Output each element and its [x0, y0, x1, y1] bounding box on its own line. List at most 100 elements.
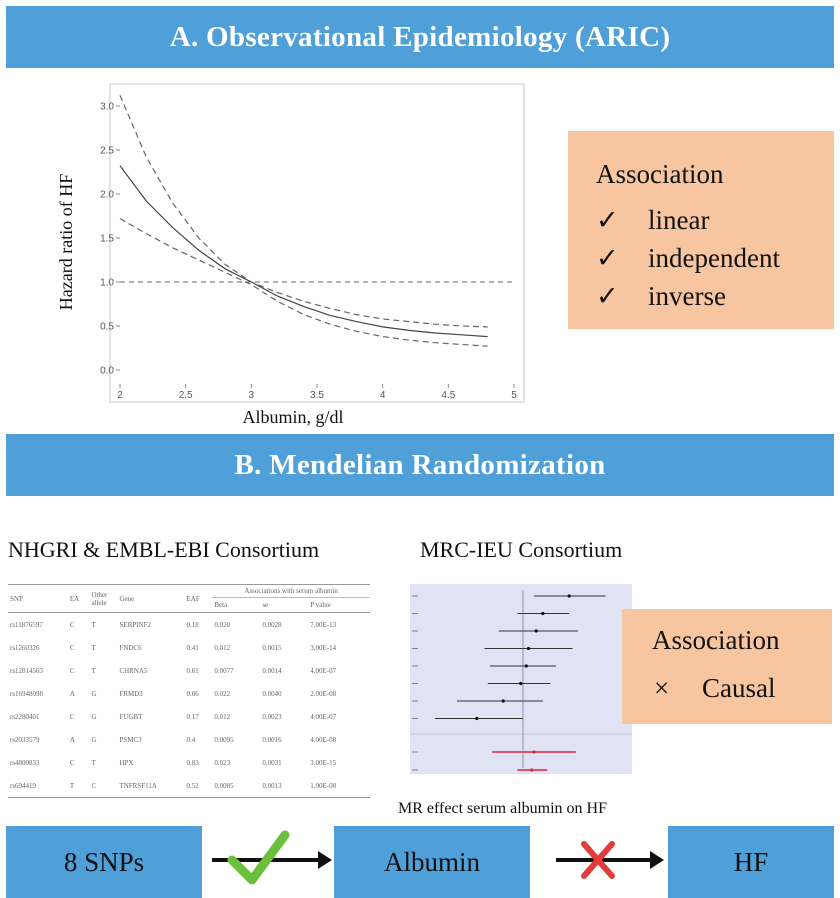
association-item-independent: ✓ independent — [596, 243, 780, 274]
table-cell: T — [91, 643, 96, 652]
association-item-label: Causal — [702, 673, 776, 703]
association-box-observational: Association ✓ linear ✓ independent ✓ inv… — [568, 131, 834, 329]
table-cell: 1.00E-08 — [308, 774, 370, 798]
col-header-se: se — [262, 601, 269, 609]
association-item-label: linear — [648, 205, 710, 235]
y-tick-label: 2.0 — [100, 190, 114, 201]
arrow-snps-to-albumin — [212, 851, 332, 869]
mr-forest-plot — [410, 590, 632, 772]
table-cell: CHRNA5 — [119, 666, 148, 675]
snp-table: SNP EA Other allele Gene EAF Association… — [8, 584, 370, 798]
col-header-associations: Associations with serum albumin — [212, 584, 370, 598]
table-cell: C — [69, 758, 75, 767]
table-cell: 0.83 — [186, 758, 199, 767]
x-tick-label: 4 — [380, 390, 386, 401]
flow-label-hf: HF — [733, 846, 769, 877]
table-cell: C — [69, 712, 75, 721]
table-cell: 0.06 — [186, 689, 199, 698]
col-header-snp: SNP — [8, 584, 68, 613]
table-cell: SERPINF2 — [117, 612, 185, 636]
flow-box-hf: HF — [668, 826, 834, 898]
table-cell: 0.0040 — [262, 689, 282, 698]
table-cell: T — [67, 774, 90, 798]
col-header-ea: EA — [67, 584, 90, 613]
table-cell: 0.0016 — [262, 735, 282, 744]
y-tick-label: 0.0 — [100, 366, 114, 377]
flow-box-albumin: Albumin — [334, 826, 530, 898]
mr-forest-plot-panel — [410, 584, 632, 774]
association-item-label: independent — [648, 243, 780, 273]
table-cell: 4.00E-07 — [310, 666, 337, 675]
table-cell: 4.00E-08 — [310, 735, 337, 744]
snp-estimate-point — [541, 611, 545, 616]
table-cell: 0.0077 — [214, 666, 234, 675]
table-row: rs12814503 C T CHRNA5 0.61 0.0077 0.0014 4.00E-… — [8, 659, 370, 682]
snp-table-body: rs11876597 C T SERPINF2 0.18 0.020 0.0028 7.00E… — [8, 612, 370, 798]
table-cell: rs694419 — [8, 774, 68, 798]
table-cell: rs4800833 — [10, 758, 40, 767]
table-cell: rs12814503 — [10, 666, 44, 675]
x-tick-label: 3.5 — [310, 390, 324, 401]
table-cell: FUGBT — [119, 712, 143, 721]
y-tick-label: 3.0 — [100, 102, 114, 113]
snp-estimate-point — [534, 629, 538, 633]
table-cell: 0.0013 — [260, 774, 309, 798]
y-tick-label: 1.5 — [100, 234, 114, 245]
col-header-beta: Beta — [214, 601, 228, 609]
table-cell: HPX — [119, 758, 134, 767]
cross-icon: × — [654, 673, 670, 703]
table-cell: FRMD3 — [119, 689, 143, 698]
table-cell: rs11876597 — [8, 612, 68, 636]
table-cell: 0.0023 — [262, 712, 282, 721]
pooled-estimate-point — [530, 768, 534, 772]
table-cell: 0.012 — [214, 712, 231, 721]
association-title: Association — [652, 625, 780, 655]
cross-mark-icon — [581, 841, 615, 879]
table-cell: FNDC6 — [119, 643, 142, 652]
table-cell: A — [69, 689, 75, 698]
table-cell: 0.020 — [212, 612, 261, 636]
association-item-inverse: ✓ inverse — [596, 281, 726, 312]
table-cell: rs2280401 — [10, 712, 40, 721]
table-cell: 0.023 — [214, 758, 231, 767]
table-cell: rs16948098 — [10, 689, 44, 698]
table-header-row: SNP EA Other allele Gene EAF Association… — [8, 584, 370, 613]
y-axis-label: Hazard ratio of HF — [56, 174, 76, 310]
check-icon: ✓ — [596, 281, 619, 311]
association-item-causal: × Causal — [654, 673, 776, 704]
table-cell: 2.00E-08 — [310, 689, 337, 698]
table-cell: 0.17 — [186, 712, 199, 721]
x-tick-label: 5 — [511, 390, 517, 401]
check-icon: ✓ — [596, 243, 619, 273]
table-cell: rs1260326 — [10, 643, 40, 652]
table-row: rs11876597 C T SERPINF2 0.18 0.020 0.0028 7.00E… — [8, 612, 370, 636]
pooled-estimate-point — [532, 750, 536, 754]
snp-estimate-point — [475, 716, 479, 721]
table-cell: 0.0014 — [262, 666, 282, 675]
table-cell: 0.41 — [186, 643, 199, 652]
check-mark-icon — [227, 830, 290, 885]
y-tick-label: 2.5 — [100, 146, 114, 157]
col-header-other-allele: Other allele — [89, 584, 118, 613]
table-cell: 3.00E-14 — [310, 643, 337, 652]
table-cell: A — [69, 735, 75, 744]
table-row: rs2280401 C G FUGBT 0.17 0.012 0.0023 4.00E-07 — [8, 705, 370, 728]
section-b-banner: B. Mendelian Randomization — [6, 434, 834, 496]
table-cell: rs2033579 — [10, 735, 40, 744]
mr-caption: MR effect serum albumin on HF — [398, 800, 608, 817]
table-cell: 0.0015 — [262, 643, 282, 652]
table-cell: T — [89, 612, 118, 636]
table-cell: 0.0095 — [214, 735, 234, 744]
table-row: rs16948098 A G FRMD3 0.06 0.022 0.0040 2.00E-08 — [8, 682, 370, 705]
check-icon: ✓ — [596, 205, 619, 235]
section-a-title: A. Observational Epidemiology (ARIC) — [169, 20, 671, 53]
table-cell: 0.52 — [184, 774, 213, 798]
association-title: Association — [596, 159, 724, 189]
hazard-ratio-line — [119, 165, 488, 338]
flow-label-snps: 8 SNPs — [63, 846, 145, 877]
table-row: rs1260326 C T FNDC6 0.41 0.012 0.0015 3.00E-14 — [8, 636, 370, 659]
table-cell: C — [69, 643, 75, 652]
table-cell: 0.012 — [214, 643, 231, 652]
x-tick-label: 3 — [249, 390, 255, 401]
confidence-bound-line — [119, 218, 488, 347]
